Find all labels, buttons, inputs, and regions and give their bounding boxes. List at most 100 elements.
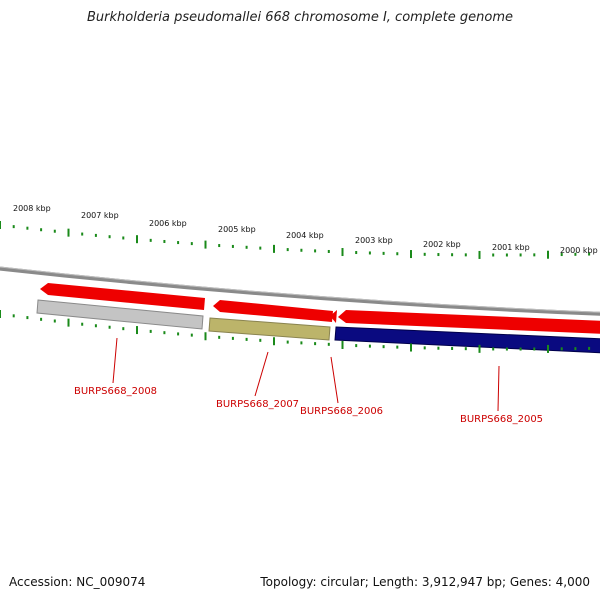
minor-tick	[588, 252, 591, 256]
genome-backbone	[0, 266, 600, 316]
minor-tick	[190, 242, 193, 246]
minor-tick	[245, 245, 248, 249]
major-tick	[547, 344, 549, 353]
minor-tick	[355, 251, 358, 255]
minor-tick	[382, 345, 385, 349]
minor-tick	[163, 239, 166, 243]
minor-tick	[505, 347, 508, 351]
minor-tick	[122, 236, 125, 240]
major-tick	[478, 344, 481, 353]
minor-tick	[464, 253, 467, 257]
minor-tick	[314, 342, 317, 346]
minor-tick	[368, 344, 371, 348]
minor-tick	[12, 225, 15, 229]
minor-tick	[218, 244, 221, 248]
minor-tick	[519, 253, 522, 257]
major-tick	[136, 235, 138, 244]
forward-gene-arrow	[213, 300, 333, 322]
minor-tick	[218, 335, 221, 339]
minor-tick	[437, 346, 440, 350]
forward-gene-arrow	[330, 310, 337, 323]
minor-tick	[382, 251, 385, 255]
major-tick	[341, 340, 344, 349]
minor-tick	[26, 316, 29, 320]
scale-label: 2004 kbp	[286, 231, 324, 240]
gene-label: BURPS668_2007	[216, 399, 299, 410]
scale-label: 2003 kbp	[355, 236, 393, 245]
major-tick	[204, 240, 207, 249]
minor-tick	[149, 329, 152, 333]
outer-scale-ticks	[0, 221, 591, 259]
minor-tick	[53, 229, 56, 233]
forward-gene-arrow	[40, 283, 205, 310]
genome-backbone-highlight	[0, 266, 600, 313]
major-tick	[273, 244, 275, 253]
minor-tick	[314, 249, 317, 253]
minor-tick	[259, 338, 262, 342]
major-tick	[273, 337, 275, 346]
major-tick	[410, 343, 412, 352]
minor-tick	[368, 251, 371, 255]
minor-tick	[108, 325, 111, 329]
minor-tick	[40, 228, 43, 232]
gene-label: BURPS668_2005	[460, 414, 543, 425]
minor-tick	[94, 233, 97, 237]
major-tick	[341, 248, 344, 257]
minor-tick	[533, 253, 536, 257]
minor-tick	[177, 332, 180, 336]
major-tick	[136, 326, 138, 335]
minor-tick	[574, 252, 577, 256]
minor-tick	[423, 252, 426, 256]
minor-tick	[574, 347, 577, 351]
scale-label: 2005 kbp	[218, 225, 256, 234]
minor-tick	[533, 347, 536, 351]
scale-label: 2000 kbp	[560, 246, 598, 255]
minor-tick	[81, 322, 84, 326]
minor-tick	[163, 331, 166, 335]
major-tick	[410, 250, 412, 259]
minor-tick	[149, 238, 152, 242]
map-title: Burkholderia pseudomallei 668 chromosome…	[86, 10, 514, 25]
minor-tick	[492, 253, 495, 257]
minor-tick	[437, 253, 440, 257]
minor-tick	[300, 248, 303, 252]
scale-labels: 2008 kbp 2007 kbp 2006 kbp 2005 kbp 2004…	[13, 204, 598, 255]
minor-tick	[464, 347, 467, 351]
gene-bar-BURPS668_2007	[208, 317, 331, 341]
minor-tick	[259, 246, 262, 250]
major-tick	[547, 250, 549, 259]
scale-label: 2006 kbp	[149, 219, 187, 228]
minor-tick	[423, 346, 426, 350]
minor-tick	[81, 232, 84, 236]
minor-tick	[300, 341, 303, 345]
minor-tick	[451, 253, 454, 257]
major-tick	[478, 250, 481, 259]
minor-tick	[588, 346, 591, 350]
minor-tick	[286, 248, 289, 252]
minor-tick	[560, 347, 563, 351]
inner-scale-ticks	[0, 310, 591, 353]
minor-tick	[40, 317, 43, 321]
minor-tick	[451, 346, 454, 350]
scale-label: 2002 kbp	[423, 240, 461, 249]
minor-tick	[122, 327, 125, 331]
minor-tick	[231, 336, 234, 340]
minor-tick	[108, 235, 111, 239]
gene-leader-line	[112, 337, 118, 384]
gene-bar-BURPS668_2005	[334, 326, 600, 354]
minor-tick	[505, 253, 508, 257]
minor-tick	[190, 333, 193, 337]
gene-label: BURPS668_2008	[74, 386, 157, 397]
scale-label: 2001 kbp	[492, 243, 530, 252]
minor-tick	[12, 314, 15, 318]
major-tick	[0, 310, 1, 318]
minor-tick	[286, 340, 289, 344]
minor-tick	[492, 347, 495, 351]
minor-tick	[177, 241, 180, 245]
minor-tick	[396, 345, 399, 349]
genome-stats-text: Topology: circular; Length: 3,912,947 bp…	[260, 575, 590, 589]
minor-tick	[231, 244, 234, 248]
minor-tick	[327, 249, 330, 253]
minor-tick	[26, 226, 29, 230]
